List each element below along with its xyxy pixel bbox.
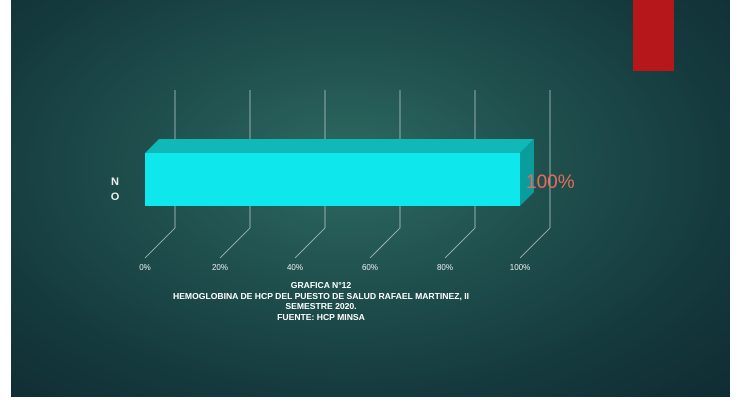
bar-chart: 0% 20% 40% 60% 80% 100% N O 100% xyxy=(111,90,575,272)
bar xyxy=(145,153,520,206)
category-label-line1: N xyxy=(111,176,119,188)
category-label-line2: O xyxy=(111,191,120,203)
x-tick-label: 80% xyxy=(437,263,453,272)
caption-line-3: SEMESTRE 2020. xyxy=(285,301,357,311)
caption-line-2: HEMOGLOBINA DE HCP DEL PUESTO DE SALUD R… xyxy=(172,290,470,301)
x-tick-label: 100% xyxy=(510,263,530,272)
bar-series xyxy=(145,139,534,206)
floor-grid-line xyxy=(519,227,551,259)
floor-grid-line xyxy=(444,227,476,259)
bar-top-face xyxy=(145,139,534,153)
floor-grid-line xyxy=(294,227,326,259)
accent-block xyxy=(633,0,674,71)
bar-side-face xyxy=(520,139,534,206)
floor-grid-line xyxy=(369,227,401,259)
x-tick-label: 20% xyxy=(212,263,228,272)
floor-grid-line xyxy=(144,227,176,259)
x-tick-label: 40% xyxy=(287,263,303,272)
floor-grid-line xyxy=(219,227,251,259)
x-axis-ticks: 0% 20% 40% 60% 80% 100% xyxy=(139,263,530,272)
chart-caption: GRAFICA N°12 HEMOGLOBINA DE HCP DEL PUES… xyxy=(111,280,531,322)
caption-line-4: FUENTE: HCP MINSA xyxy=(277,311,365,322)
x-tick-label: 60% xyxy=(362,263,378,272)
data-label: 100% xyxy=(526,172,575,193)
caption-line-1: GRAFICA N°12 xyxy=(290,280,352,290)
x-tick-label: 0% xyxy=(139,263,151,272)
slide-background: 0% 20% 40% 60% 80% 100% N O 100% GRAFICA N°12… xyxy=(11,0,730,397)
